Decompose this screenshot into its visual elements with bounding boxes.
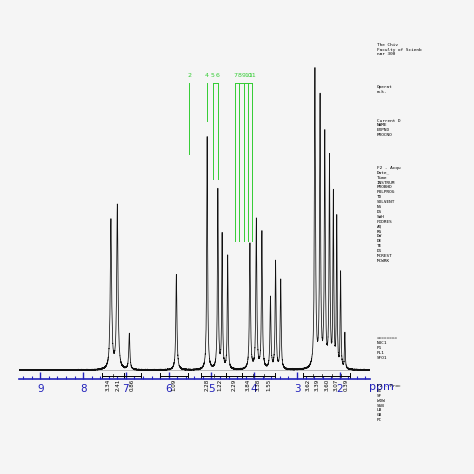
Text: 1.09: 1.09: [172, 379, 176, 391]
Text: F2 - Proc
SI
SF
WDW
SSB
LB
GB
PC: F2 - Proc SI SF WDW SSB LB GB PC: [377, 384, 401, 422]
Text: 3.39: 3.39: [315, 379, 320, 391]
Text: 3.07: 3.07: [334, 379, 339, 391]
Text: 2.29: 2.29: [232, 379, 237, 391]
Text: 5: 5: [211, 73, 215, 78]
Text: 11: 11: [248, 73, 256, 78]
Text: 10: 10: [244, 73, 252, 78]
Text: 1.55: 1.55: [267, 379, 272, 391]
Text: The Chiv
Faculty of Scienb
nmr 300: The Chiv Faculty of Scienb nmr 300: [377, 43, 421, 56]
Text: ========
NUC1
P1
PL1
SFO1: ======== NUC1 P1 PL1 SFO1: [377, 337, 398, 360]
Text: 7: 7: [233, 73, 237, 78]
Text: ppm: ppm: [369, 382, 394, 392]
Text: 3.38: 3.38: [256, 379, 261, 391]
Text: 3.84: 3.84: [245, 379, 250, 391]
Text: 3.34: 3.34: [105, 379, 110, 391]
Text: 2.28: 2.28: [205, 379, 210, 391]
Text: 9: 9: [242, 73, 246, 78]
Text: 2: 2: [187, 73, 191, 78]
Text: 3.60: 3.60: [324, 379, 329, 391]
Text: 0.39: 0.39: [343, 379, 348, 391]
Text: 1.22: 1.22: [218, 379, 222, 391]
Text: Current D
NAME
EXPNO
PROCNO: Current D NAME EXPNO PROCNO: [377, 118, 401, 137]
Text: 8: 8: [237, 73, 241, 78]
Text: 0.86: 0.86: [130, 379, 135, 391]
Text: F2 - Acqu
Date_
Time
INSTRUM
PROBHD
PULPROG
TD
SOLVENT
NS
DS
SWH
FIDRES
AQ
RG
DW: F2 - Acqu Date_ Time INSTRUM PROBHD PULP…: [377, 166, 401, 263]
Text: 4: 4: [205, 73, 209, 78]
Text: Operat
m.k.: Operat m.k.: [377, 85, 392, 94]
Text: 3.62: 3.62: [306, 379, 310, 391]
Text: 2.41: 2.41: [116, 379, 121, 391]
Text: 6: 6: [216, 73, 220, 78]
